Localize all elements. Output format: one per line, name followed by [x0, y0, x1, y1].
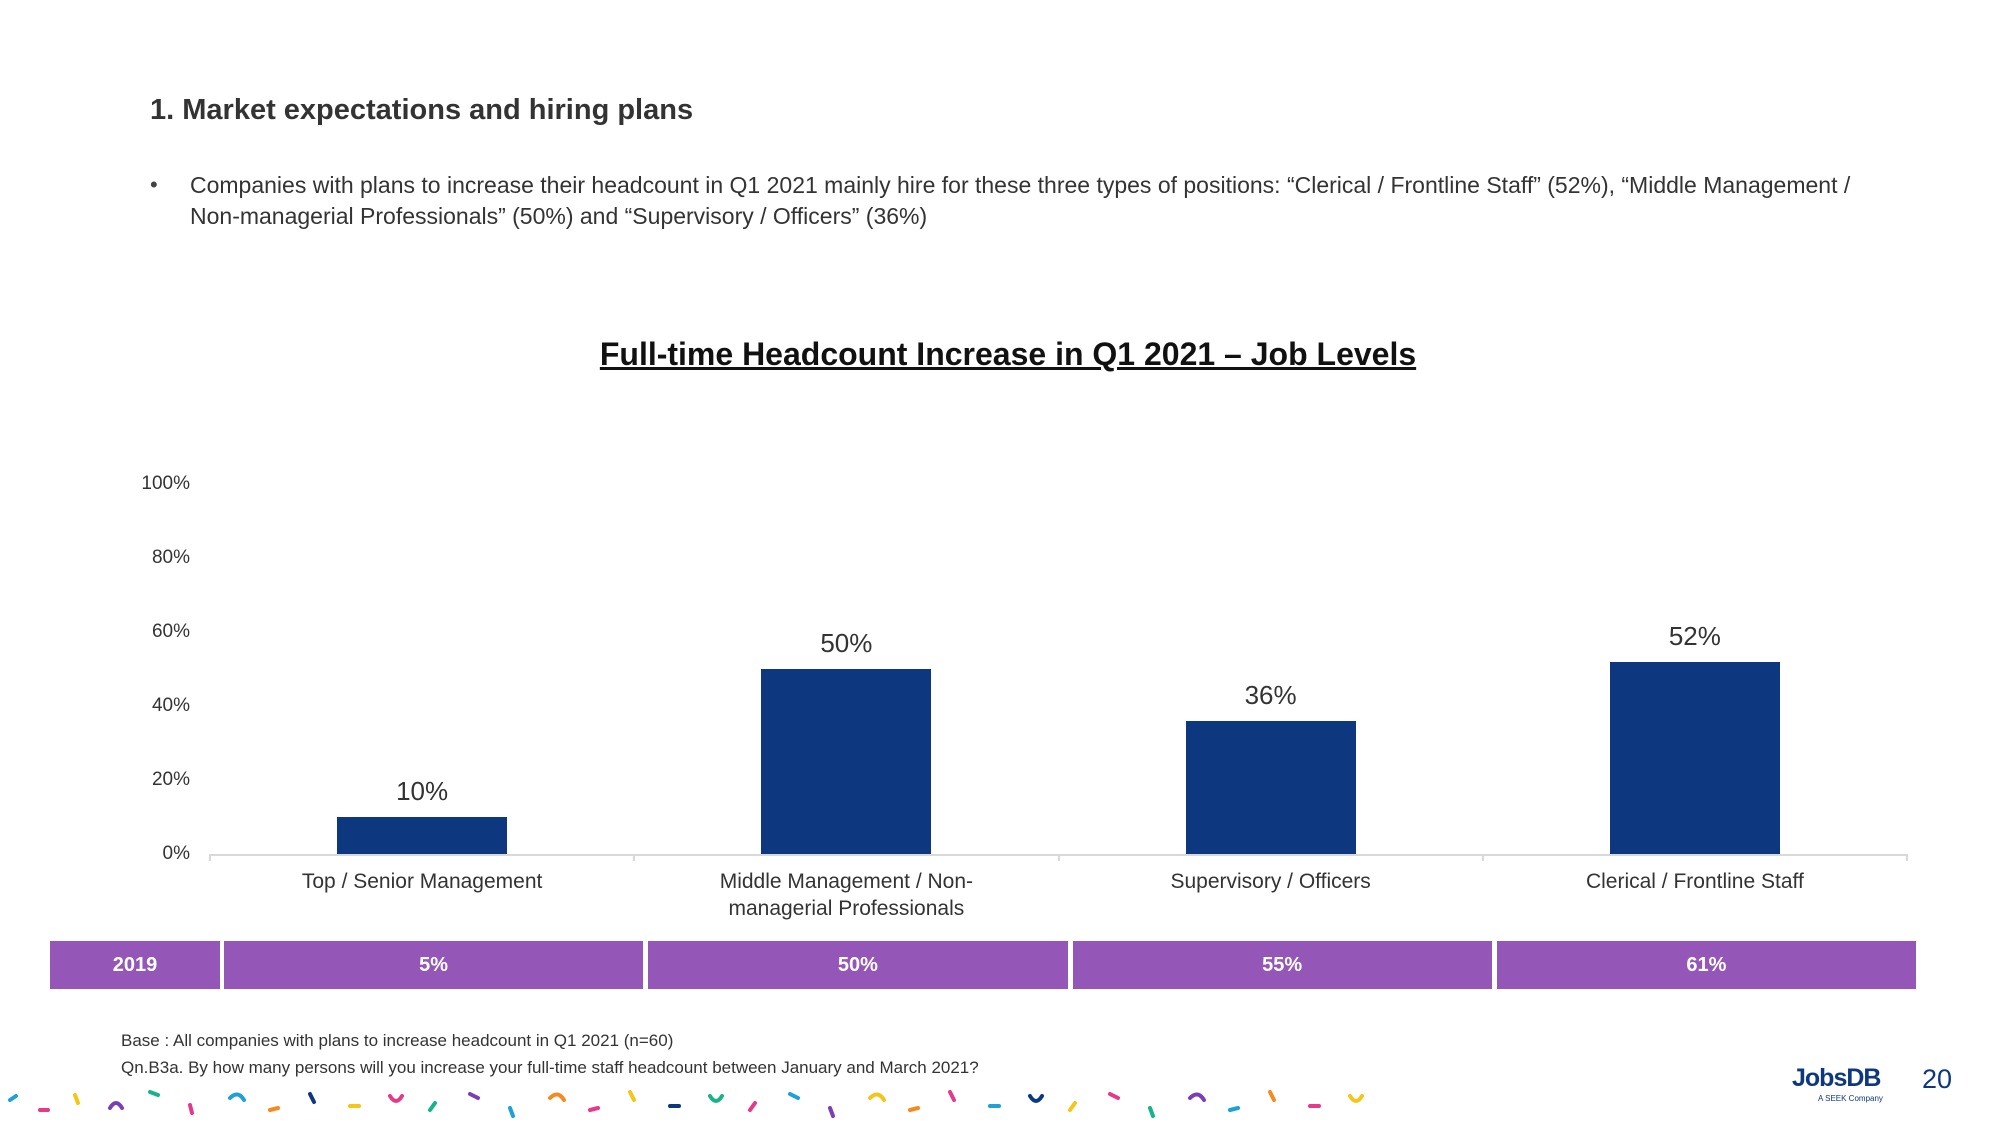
bar — [1609, 661, 1780, 854]
bullet-text: Companies with plans to increase their h… — [190, 172, 1851, 229]
x-axis-tick — [209, 854, 211, 861]
footnote: Qn.B3a. By how many persons will you inc… — [121, 1058, 979, 1077]
x-tick-label: Supervisory / Officers — [1170, 870, 1371, 893]
comparison-cell: 50% — [648, 941, 1068, 989]
bullet-dot: • — [150, 172, 158, 197]
x-tick-label: Top / Senior Management — [301, 870, 543, 893]
y-tick-label: 100% — [141, 473, 190, 494]
comparison-cell: 55% — [1072, 941, 1492, 989]
y-tick-label: 60% — [151, 621, 190, 642]
y-tick-label: 20% — [151, 769, 190, 790]
x-axis-tick — [1906, 854, 1908, 861]
y-tick-label: 40% — [151, 695, 190, 716]
confetti-decoration — [8, 1090, 1364, 1118]
x-axis-tick — [1057, 854, 1060, 861]
data-label: 10% — [396, 776, 449, 806]
data-label: 36% — [1244, 679, 1297, 710]
data-label: 50% — [820, 628, 873, 658]
x-tick-label: Middle Management / Non-managerial Profe… — [719, 870, 974, 920]
footnote: Base : All companies with plans to incre… — [121, 1031, 674, 1050]
y-tick-label: 80% — [151, 547, 190, 568]
y-tick-label: 0% — [162, 843, 190, 864]
x-axis-tick — [633, 854, 636, 861]
comparison-cell: 61% — [1496, 941, 1916, 989]
logo-subtitle: A SEEK Company — [1818, 1094, 1883, 1103]
bar — [337, 817, 508, 854]
x-tick-label: Clerical / Frontline Staff — [1585, 870, 1804, 893]
bar — [1185, 720, 1356, 854]
bar — [761, 669, 932, 854]
logo: JobsDB — [1792, 1064, 1881, 1092]
x-axis-tick — [1481, 854, 1484, 861]
page-number: 20 — [1922, 1064, 1953, 1094]
chart-title: Full-time Headcount Increase in Q1 2021 … — [599, 336, 1417, 372]
data-label: 52% — [1668, 620, 1721, 651]
slide-title: 1. Market expectations and hiring plans — [150, 94, 694, 126]
comparison-cell: 5% — [224, 941, 644, 989]
comparison-label: 2019 — [50, 941, 220, 989]
